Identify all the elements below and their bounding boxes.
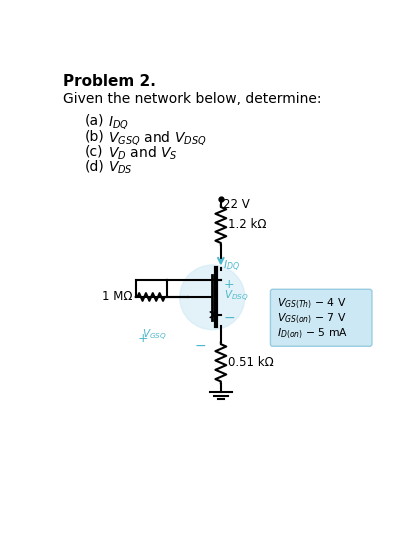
Text: (b): (b) xyxy=(84,129,104,143)
Text: −: − xyxy=(195,338,206,353)
Text: Problem 2.: Problem 2. xyxy=(63,74,156,89)
FancyBboxPatch shape xyxy=(271,289,372,346)
Text: 1 MΩ: 1 MΩ xyxy=(102,291,132,303)
Text: +: + xyxy=(137,332,148,345)
Text: (a): (a) xyxy=(84,114,104,128)
Text: $V_{GS(Th)}$ − 4 V: $V_{GS(Th)}$ − 4 V xyxy=(277,296,347,310)
Text: $I_{DQ}$: $I_{DQ}$ xyxy=(223,259,240,274)
Text: $I_{DQ}$: $I_{DQ}$ xyxy=(107,114,129,130)
Text: 0.51 kΩ: 0.51 kΩ xyxy=(228,356,273,369)
Text: (c): (c) xyxy=(84,144,103,158)
Circle shape xyxy=(180,265,245,330)
Text: $V_{GS(on)}$ − 7 V: $V_{GS(on)}$ − 7 V xyxy=(277,311,347,325)
Text: 1.2 kΩ: 1.2 kΩ xyxy=(228,218,266,231)
Text: 22 V: 22 V xyxy=(223,198,250,212)
Text: (d): (d) xyxy=(84,160,104,174)
Text: $V_{DSQ}$: $V_{DSQ}$ xyxy=(224,288,249,303)
Text: $V_{DS}$: $V_{DS}$ xyxy=(107,160,132,176)
Text: $I_{D(on)}$ − 5 mA: $I_{D(on)}$ − 5 mA xyxy=(277,326,349,340)
Text: $V_{GSQ}$ and $V_{DSQ}$: $V_{GSQ}$ and $V_{DSQ}$ xyxy=(107,129,206,147)
Text: +: + xyxy=(224,278,234,291)
Text: $V_D$ and $V_S$: $V_D$ and $V_S$ xyxy=(107,144,177,162)
Text: −: − xyxy=(224,311,236,325)
Text: Given the network below, determine:: Given the network below, determine: xyxy=(63,92,321,106)
Text: $V_{GSQ}$: $V_{GSQ}$ xyxy=(142,328,166,343)
